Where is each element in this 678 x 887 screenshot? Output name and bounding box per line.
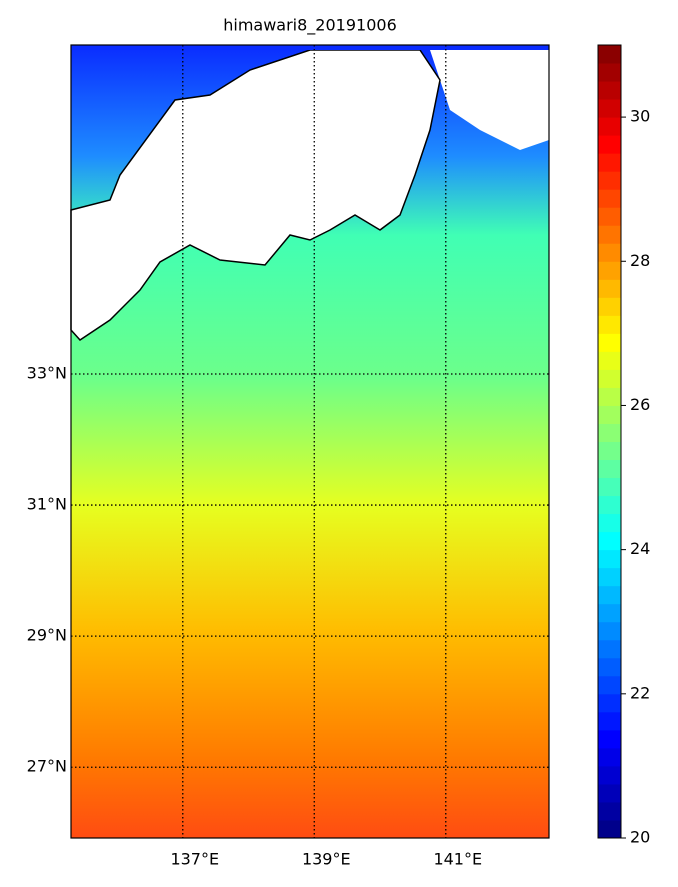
colorbar-band — [598, 333, 621, 352]
colorbar-band — [598, 693, 621, 713]
colorbar-band — [598, 351, 621, 370]
colorbar-band — [598, 45, 621, 64]
colorbar-band — [598, 423, 621, 442]
colorbar-band — [598, 513, 621, 533]
colorbar-band — [598, 621, 621, 641]
colorbar-band — [598, 153, 621, 172]
colorbar-band — [598, 117, 621, 136]
colorbar-band — [598, 405, 621, 424]
y-tick-label: 27°N — [27, 757, 67, 776]
colorbar-band — [598, 801, 621, 821]
colorbar-band — [598, 477, 621, 497]
colorbar-band — [598, 549, 621, 569]
map-title: himawari8_20191006 — [223, 16, 397, 36]
colorbar-band — [598, 657, 621, 677]
colorbar-band — [598, 261, 621, 280]
colorbar-tick-label: 30 — [630, 107, 650, 126]
y-tick-label: 29°N — [27, 626, 67, 645]
colorbar-band — [598, 81, 621, 100]
colorbar-band — [598, 315, 621, 334]
colorbar-band — [598, 783, 621, 803]
colorbar-band — [598, 603, 621, 623]
colorbar-tick-label: 20 — [630, 828, 650, 847]
colorbar-band — [598, 243, 621, 262]
colorbar-band — [598, 819, 621, 839]
colorbar-band — [598, 207, 621, 226]
colorbar-band — [598, 567, 621, 587]
colorbar-band — [598, 171, 621, 190]
colorbar-band — [598, 441, 621, 461]
colorbar-band — [598, 747, 621, 767]
colorbar-tick-label: 24 — [630, 539, 650, 558]
y-tick-label: 33°N — [27, 363, 67, 382]
colorbar-band — [598, 369, 621, 388]
colorbar-band — [598, 387, 621, 406]
colorbar-band — [598, 297, 621, 316]
x-tick-label: 137°E — [170, 850, 219, 869]
x-tick-label: 141°E — [433, 850, 482, 869]
colorbar-band — [598, 459, 621, 479]
colorbar-band — [598, 225, 621, 244]
colorbar-band — [598, 585, 621, 605]
x-tick-label: 139°E — [302, 850, 351, 869]
sst-field — [70, 45, 549, 838]
colorbar-band — [598, 531, 621, 551]
colorbar-band — [598, 495, 621, 515]
colorbar-tick-label: 26 — [630, 395, 650, 414]
y-tick-label: 31°N — [27, 495, 67, 514]
colorbar-band — [598, 765, 621, 785]
colorbar-band — [598, 729, 621, 749]
colorbar-frame — [597, 44, 622, 839]
colorbar-band — [598, 135, 621, 154]
colorbar-band — [598, 99, 621, 118]
colorbar-band — [598, 279, 621, 298]
colorbar-band — [598, 63, 621, 82]
colorbar-band — [598, 711, 621, 731]
colorbar-tick-label: 22 — [630, 683, 650, 702]
colorbar-band — [598, 189, 621, 208]
colorbar-tick-label: 28 — [630, 251, 650, 270]
colorbar-band — [598, 639, 621, 659]
map-frame — [70, 44, 550, 839]
colorbar-band — [598, 675, 621, 695]
